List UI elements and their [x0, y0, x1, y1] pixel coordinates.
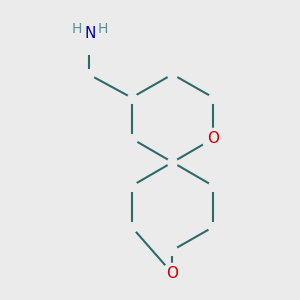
Text: O: O: [207, 131, 219, 146]
Text: N: N: [84, 26, 96, 41]
Text: O: O: [167, 266, 178, 281]
Text: H: H: [98, 22, 108, 36]
Text: H: H: [72, 22, 83, 36]
